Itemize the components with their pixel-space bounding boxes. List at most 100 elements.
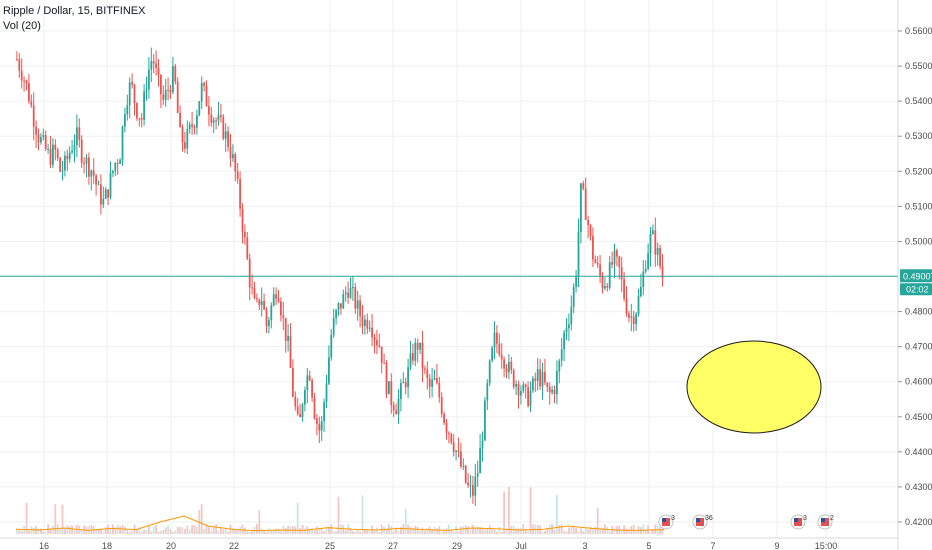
- candle-body[interactable]: [325, 383, 328, 403]
- candle-body[interactable]: [174, 66, 177, 82]
- candle-body[interactable]: [373, 337, 376, 340]
- candle-body[interactable]: [76, 127, 78, 146]
- candle-body[interactable]: [436, 377, 438, 383]
- candle-body[interactable]: [352, 287, 354, 289]
- candle-body[interactable]: [484, 400, 486, 441]
- candle-body[interactable]: [143, 91, 145, 120]
- candle-body[interactable]: [572, 286, 575, 307]
- candle-body[interactable]: [164, 89, 167, 100]
- candle-body[interactable]: [527, 387, 529, 406]
- candle-body[interactable]: [419, 342, 421, 350]
- candle-body[interactable]: [97, 184, 100, 186]
- candle-body[interactable]: [232, 154, 234, 159]
- candle-body[interactable]: [88, 157, 90, 177]
- candle-body[interactable]: [152, 61, 155, 64]
- candle-body[interactable]: [176, 81, 179, 113]
- candle-body[interactable]: [306, 375, 309, 391]
- candle-body[interactable]: [35, 126, 37, 135]
- candle-body[interactable]: [481, 440, 484, 448]
- candle-body[interactable]: [476, 473, 479, 477]
- event-flag-icon[interactable]: 36: [692, 514, 713, 530]
- candle-body[interactable]: [212, 120, 215, 123]
- candle-body[interactable]: [385, 362, 388, 395]
- candle-body[interactable]: [140, 118, 143, 120]
- candle-body[interactable]: [508, 361, 510, 373]
- candle-body[interactable]: [20, 70, 23, 81]
- candle-body[interactable]: [71, 150, 73, 153]
- candle-body[interactable]: [647, 253, 649, 269]
- candle-body[interactable]: [316, 418, 318, 424]
- candle-body[interactable]: [289, 335, 292, 368]
- candle-body[interactable]: [577, 231, 580, 277]
- candle-body[interactable]: [637, 296, 640, 315]
- candle-body[interactable]: [563, 332, 565, 350]
- candle-body[interactable]: [304, 390, 306, 405]
- candle-body[interactable]: [44, 135, 47, 149]
- event-flag-icon[interactable]: 3: [658, 514, 675, 530]
- candle-body[interactable]: [294, 396, 297, 407]
- candle-body[interactable]: [337, 303, 340, 311]
- candle-body[interactable]: [186, 128, 189, 149]
- candle-body[interactable]: [599, 264, 601, 276]
- candle-body[interactable]: [635, 314, 637, 325]
- candle-body[interactable]: [196, 115, 198, 128]
- candle-body[interactable]: [270, 305, 273, 321]
- candle-body[interactable]: [421, 342, 424, 369]
- candle-body[interactable]: [92, 170, 95, 176]
- candle-body[interactable]: [582, 183, 585, 189]
- candle-body[interactable]: [383, 362, 385, 364]
- candle-body[interactable]: [275, 294, 277, 299]
- candle-body[interactable]: [592, 236, 594, 260]
- candle-body[interactable]: [263, 301, 265, 310]
- candle-body[interactable]: [253, 288, 256, 299]
- candle-body[interactable]: [107, 189, 109, 198]
- candle-body[interactable]: [534, 378, 537, 381]
- candle-body[interactable]: [145, 89, 148, 92]
- candle-body[interactable]: [138, 118, 141, 120]
- candle-body[interactable]: [532, 378, 534, 391]
- candle-body[interactable]: [119, 160, 121, 164]
- candle-body[interactable]: [505, 368, 508, 373]
- candle-body[interactable]: [587, 219, 589, 226]
- event-markers[interactable]: 3 36 3 2: [658, 514, 834, 530]
- candle-body[interactable]: [109, 173, 112, 198]
- candle-body[interactable]: [371, 327, 373, 338]
- candle-body[interactable]: [565, 328, 568, 333]
- candle-body[interactable]: [349, 287, 352, 298]
- candle-body[interactable]: [236, 171, 239, 180]
- candle-body[interactable]: [284, 317, 287, 341]
- candle-body[interactable]: [328, 357, 330, 384]
- candle-body[interactable]: [40, 137, 42, 143]
- candle-body[interactable]: [611, 262, 613, 265]
- candle-body[interactable]: [455, 450, 457, 452]
- candle-body[interactable]: [606, 285, 609, 288]
- candle-body[interactable]: [570, 306, 573, 325]
- candle-body[interactable]: [472, 485, 474, 496]
- candle-body[interactable]: [596, 262, 599, 265]
- candle-body[interactable]: [47, 148, 49, 150]
- candle-body[interactable]: [112, 170, 114, 174]
- candle-body[interactable]: [652, 230, 654, 234]
- candle-body[interactable]: [311, 380, 313, 398]
- candle-body[interactable]: [335, 310, 337, 319]
- candle-body[interactable]: [299, 413, 301, 418]
- candle-body[interactable]: [133, 84, 136, 104]
- candle-body[interactable]: [412, 353, 414, 361]
- candle-body[interactable]: [517, 383, 520, 396]
- candle-body[interactable]: [95, 175, 97, 185]
- candle-body[interactable]: [222, 117, 225, 139]
- candle-body[interactable]: [628, 313, 630, 318]
- candle-body[interactable]: [224, 131, 227, 139]
- candle-body[interactable]: [649, 233, 652, 254]
- candle-body[interactable]: [217, 115, 220, 121]
- candle-body[interactable]: [121, 126, 124, 161]
- candle-body[interactable]: [642, 271, 645, 287]
- candle-body[interactable]: [148, 69, 150, 90]
- candle-body[interactable]: [512, 370, 515, 387]
- candle-body[interactable]: [150, 61, 153, 70]
- candle-body[interactable]: [395, 410, 397, 415]
- candle-body[interactable]: [644, 268, 647, 272]
- candle-body[interactable]: [491, 347, 493, 361]
- candle-body[interactable]: [424, 368, 426, 370]
